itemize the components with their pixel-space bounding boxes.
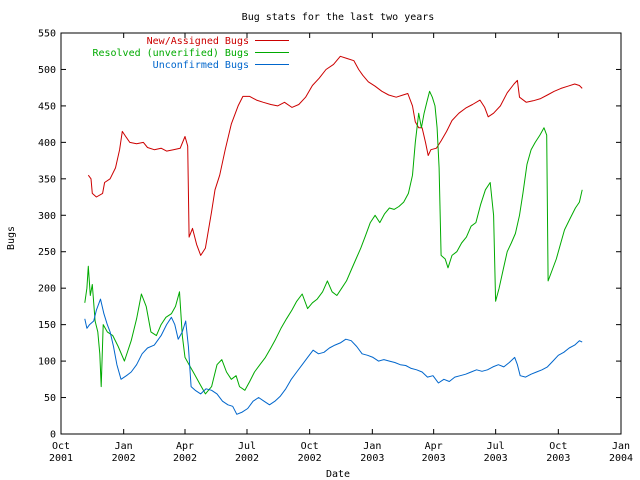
x-tick-label-month: Oct bbox=[301, 441, 319, 452]
x-tick-label-year: 2003 bbox=[360, 453, 384, 464]
y-tick-label: 150 bbox=[38, 320, 56, 331]
series-line-unconfirmed-bugs bbox=[84, 298, 583, 415]
x-tick-label-month: Oct bbox=[549, 441, 567, 452]
x-tick-label-month: Apr bbox=[176, 441, 194, 452]
x-tick-label-year: 2004 bbox=[609, 453, 633, 464]
legend-label-resolved-unverified-bugs: Resolved (unverified) Bugs bbox=[92, 48, 249, 59]
series-line-new-assigned-bugs bbox=[87, 55, 583, 256]
plot-frame bbox=[60, 32, 622, 435]
x-axis-label: Date bbox=[326, 469, 350, 480]
x-tick-label-month: Apr bbox=[425, 441, 443, 452]
y-tick-label: 250 bbox=[38, 247, 56, 258]
y-tick-label: 50 bbox=[44, 393, 56, 404]
y-tick-label: 0 bbox=[50, 430, 56, 441]
x-tick-label-month: Oct bbox=[52, 441, 70, 452]
y-tick-label: 450 bbox=[38, 101, 56, 112]
y-tick-label: 500 bbox=[38, 65, 56, 76]
chart-title: Bug stats for the last two years bbox=[242, 12, 435, 23]
y-axis-label: Bugs bbox=[6, 226, 17, 250]
x-tick-label-year: 2003 bbox=[546, 453, 570, 464]
y-tick-label: 200 bbox=[38, 284, 56, 295]
x-axis: Oct2001Jan2002Apr2002Jul2002Oct2002Jan20… bbox=[49, 33, 633, 464]
legend-label-unconfirmed-bugs: Unconfirmed Bugs bbox=[153, 60, 249, 71]
x-tick-label-year: 2001 bbox=[49, 453, 73, 464]
x-tick-label-month: Jul bbox=[238, 441, 256, 452]
y-tick-label: 300 bbox=[38, 211, 56, 222]
x-tick-label-year: 2002 bbox=[173, 453, 197, 464]
y-tick-label: 550 bbox=[38, 29, 56, 40]
y-tick-label: 400 bbox=[38, 138, 56, 149]
x-tick-label-year: 2003 bbox=[422, 453, 446, 464]
x-tick-label-year: 2002 bbox=[235, 453, 259, 464]
plot-border bbox=[60, 32, 622, 435]
x-tick-label-year: 2002 bbox=[298, 453, 322, 464]
x-tick-label-month: Jan bbox=[363, 441, 381, 452]
y-tick-label: 100 bbox=[38, 357, 56, 368]
y-axis: 0 50 100 150 200 250 300 350 400 450 500 550 bbox=[38, 29, 621, 441]
x-tick-label-month: Jan bbox=[115, 441, 133, 452]
x-tick-label-month: Jul bbox=[487, 441, 505, 452]
legend-label-new-assigned-bugs: New/Assigned Bugs bbox=[147, 36, 249, 47]
series-line-resolved-unverified-bugs bbox=[84, 90, 583, 395]
x-tick-label-month: Jan bbox=[612, 441, 630, 452]
series-layer bbox=[84, 55, 583, 415]
y-tick-label: 350 bbox=[38, 174, 56, 185]
x-tick-label-year: 2003 bbox=[484, 453, 508, 464]
x-tick-label-year: 2002 bbox=[112, 453, 136, 464]
